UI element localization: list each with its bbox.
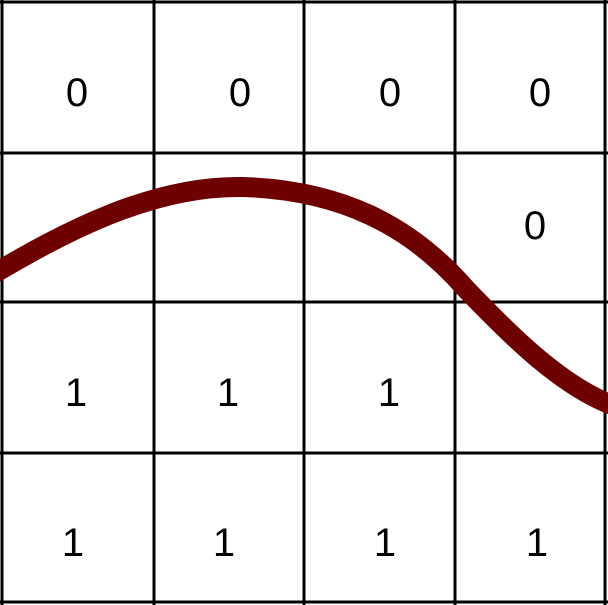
- cell-value: 0: [229, 71, 251, 115]
- cell-value: 1: [374, 521, 396, 565]
- cell-value: 1: [62, 521, 84, 565]
- cell-value: 1: [213, 521, 235, 565]
- cell-value: 1: [217, 371, 239, 415]
- cell-value: 1: [65, 371, 87, 415]
- cell-value: 0: [379, 71, 401, 115]
- cell-value: 0: [524, 204, 546, 248]
- boundary-curve: [0, 176, 608, 415]
- cell-value: 0: [529, 71, 551, 115]
- cell-value: 1: [378, 371, 400, 415]
- cell-value: 1: [526, 521, 548, 565]
- cell-value: 0: [66, 71, 88, 115]
